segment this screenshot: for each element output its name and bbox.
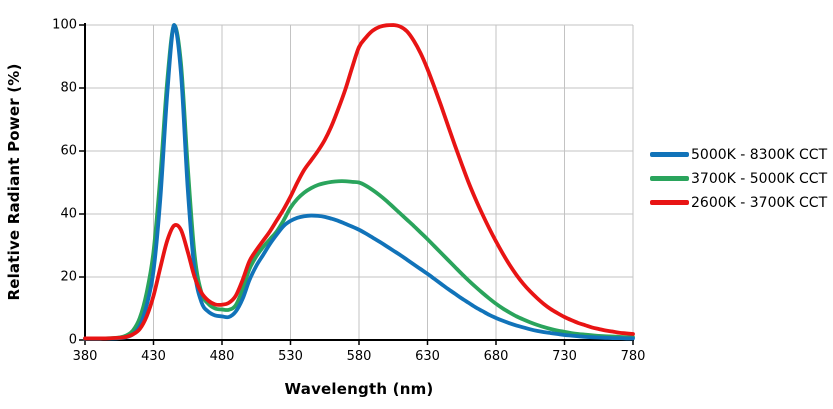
- legend-line-marker: [650, 152, 689, 157]
- legend-item: 2600K - 3700K CCT: [650, 193, 827, 212]
- x-tick-label: 730: [552, 349, 577, 364]
- y-tick-label: 100: [52, 17, 77, 33]
- y-tick-label: 80: [60, 80, 77, 96]
- legend-line-marker: [650, 200, 689, 205]
- y-tick-label: 20: [60, 269, 77, 285]
- x-tick-label: 380: [72, 349, 98, 364]
- legend-item: 3700K - 5000K CCT: [650, 169, 827, 188]
- y-tick-label: 40: [60, 206, 77, 222]
- legend: 5000K - 8300K CCT 3700K - 5000K CCT 2600K …: [650, 145, 827, 212]
- legend-label: 2600K - 3700K CCT: [691, 194, 828, 211]
- legend-label: 3700K - 5000K CCT: [691, 170, 828, 187]
- legend-line-marker: [650, 176, 689, 181]
- y-axis-title: Relative Radiant Power (%): [5, 63, 23, 301]
- x-axis-title: Wavelength (nm): [284, 380, 434, 398]
- legend-item: 5000K - 8300K CCT: [650, 145, 827, 164]
- x-tick-label: 780: [620, 349, 646, 364]
- y-tick-label: 0: [68, 332, 77, 348]
- y-tick-label: 60: [60, 143, 77, 159]
- x-tick-label: 630: [415, 349, 440, 364]
- x-tick-label: 530: [278, 349, 303, 364]
- legend-label: 5000K - 8300K CCT: [691, 146, 828, 163]
- x-tick-label: 580: [346, 349, 372, 364]
- x-tick-label: 430: [141, 349, 166, 364]
- series-curve-5000K - 8300K CCT: [83, 23, 635, 341]
- series-curve-2600K - 3700K CCT: [83, 23, 635, 341]
- x-tick-label: 480: [209, 349, 235, 364]
- x-tick-label: 680: [483, 349, 509, 364]
